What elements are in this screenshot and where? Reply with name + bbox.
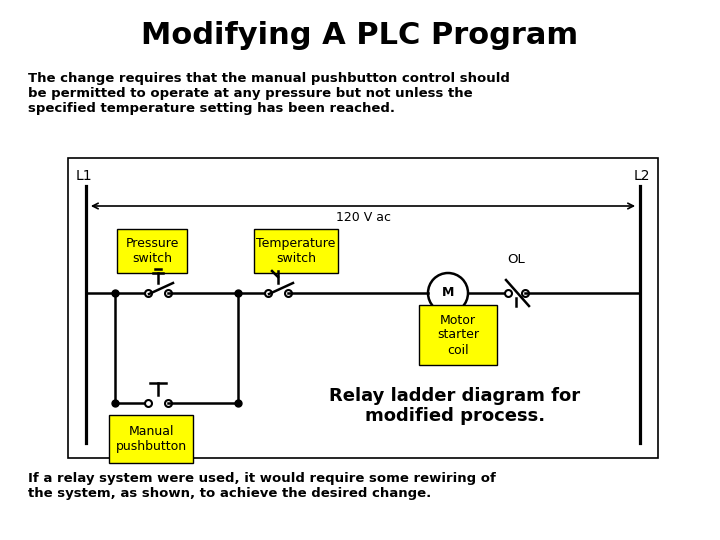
Text: Temperature
switch: Temperature switch [256, 237, 336, 265]
Text: If a relay system were used, it would require some rewiring of
the system, as sh: If a relay system were used, it would re… [28, 472, 496, 500]
Text: Relay ladder diagram for
modified process.: Relay ladder diagram for modified proces… [330, 387, 580, 426]
Text: Pressure
switch: Pressure switch [125, 237, 179, 265]
FancyBboxPatch shape [254, 229, 338, 273]
Text: M: M [442, 287, 454, 300]
Bar [68, 158, 658, 458]
Text: L2: L2 [634, 169, 650, 183]
Text: OL: OL [507, 253, 525, 266]
Text: Motor
starter
coil: Motor starter coil [437, 314, 479, 356]
Text: Manual
pushbutton: Manual pushbutton [115, 425, 186, 453]
Text: The change requires that the manual pushbutton control should
be permitted to op: The change requires that the manual push… [28, 72, 510, 115]
FancyBboxPatch shape [117, 229, 187, 273]
FancyBboxPatch shape [109, 415, 193, 463]
FancyBboxPatch shape [419, 305, 497, 365]
Text: 120 V ac: 120 V ac [336, 211, 390, 224]
Text: Modifying A PLC Program: Modifying A PLC Program [141, 21, 579, 50]
Text: L1: L1 [76, 169, 93, 183]
